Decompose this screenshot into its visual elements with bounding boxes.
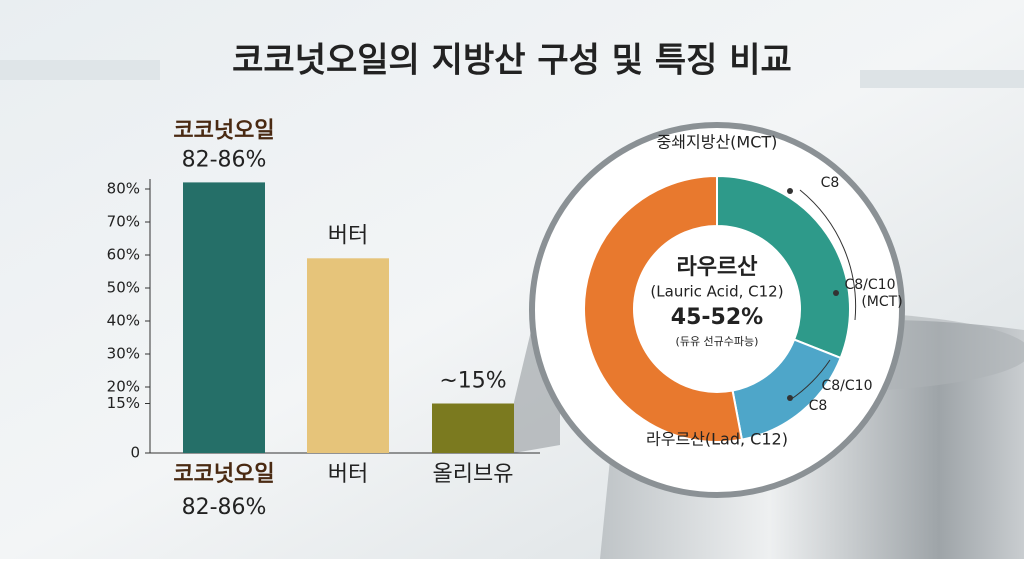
- bar: [432, 403, 514, 453]
- y-tick-label: 40%: [107, 312, 140, 330]
- center-text: (듀유 선규수파능): [676, 335, 759, 348]
- center-text: 라우르산: [677, 255, 758, 280]
- donut-segment: [583, 174, 744, 443]
- y-tick-label: 50%: [107, 279, 140, 297]
- y-tick-label: 30%: [107, 345, 140, 363]
- bar: [307, 258, 389, 453]
- callout-dot: [787, 188, 793, 194]
- y-tick-label: 80%: [107, 180, 140, 198]
- donut-segment: [716, 174, 851, 360]
- callout-arc: [799, 189, 857, 321]
- callout-dot: [833, 290, 839, 296]
- callout-dot: [787, 395, 793, 401]
- callout-label: C8/C10: [845, 277, 896, 293]
- bar-label: 버터: [328, 223, 368, 248]
- bar-label: 코코넛오일 82-86%: [173, 118, 274, 172]
- x-tick-label: 올리브유: [433, 462, 514, 487]
- bar-label: ~15%: [439, 369, 506, 394]
- center-text: 45-52%: [671, 305, 763, 330]
- center-text: (Lauric Acid, C12): [650, 283, 783, 301]
- y-tick-label: 15%: [107, 394, 140, 412]
- title: 코코넛오일의 지방산 구성 및 특징 비교: [232, 41, 792, 81]
- callout-label: (MCT): [861, 294, 902, 310]
- callout-label: C8: [821, 175, 840, 191]
- y-tick-label: 20%: [107, 378, 140, 396]
- shelf: [860, 70, 1024, 88]
- x-tick-label: 버터: [328, 462, 368, 487]
- segment-label: 중쇄지방산(MCT): [657, 133, 778, 152]
- y-tick-label: 0: [130, 444, 140, 462]
- y-tick-label: 70%: [107, 213, 140, 231]
- y-tick-label: 60%: [107, 246, 140, 264]
- shelf: [0, 60, 160, 80]
- bar: [183, 182, 265, 453]
- x-tick-label: 코코넛오일 82-86%: [173, 462, 274, 520]
- callout-label: C8: [809, 398, 828, 414]
- callout-label: C8/C10: [822, 378, 873, 394]
- segment-label: 라우르산(Lad, C12): [646, 430, 788, 449]
